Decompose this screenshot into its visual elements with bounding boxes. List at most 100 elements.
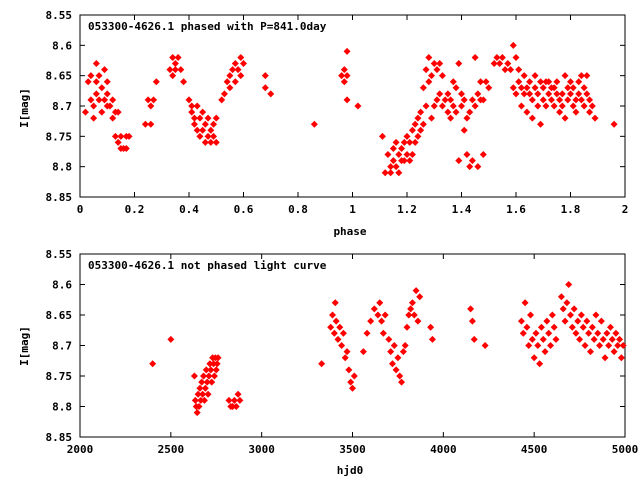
data-point: [532, 329, 540, 337]
data-point: [610, 348, 618, 356]
data-point: [396, 372, 404, 380]
data-point: [144, 96, 152, 104]
data-point: [586, 348, 594, 356]
data-point: [539, 335, 547, 343]
data-point: [203, 378, 211, 386]
data-point: [525, 342, 533, 349]
data-point: [406, 138, 414, 146]
data-point: [199, 108, 207, 116]
data-point: [528, 335, 536, 343]
data-point: [196, 132, 204, 140]
x-tick-label: 0.2: [125, 203, 145, 216]
chart-title: 053300-4626.1 phased with P=841.0day: [88, 20, 327, 33]
data-point: [550, 102, 558, 110]
data-point: [190, 372, 198, 380]
data-point: [95, 72, 103, 80]
data-point: [501, 66, 509, 74]
data-point: [485, 84, 493, 92]
data-point: [208, 378, 216, 386]
data-point: [387, 169, 395, 177]
data-point: [594, 329, 602, 337]
data-point: [531, 84, 539, 92]
data-point: [267, 90, 275, 98]
data-point: [199, 126, 207, 134]
data-point: [345, 366, 353, 374]
data-point: [458, 90, 465, 98]
data-point: [408, 299, 416, 307]
data-point: [349, 384, 356, 392]
data-point: [414, 317, 422, 325]
data-point: [199, 390, 207, 398]
data-point: [411, 138, 419, 146]
data-point: [507, 66, 515, 74]
data-point: [190, 114, 198, 122]
data-point: [528, 96, 536, 104]
data-point: [167, 335, 175, 343]
data-point: [614, 342, 622, 349]
data-point: [619, 342, 627, 349]
data-point: [207, 138, 215, 146]
data-point: [553, 78, 561, 86]
data-point: [531, 72, 539, 80]
data-point: [575, 78, 583, 86]
y-tick-label: 8.75: [46, 370, 73, 383]
data-point: [198, 378, 206, 386]
data-point: [261, 84, 269, 92]
data-point: [509, 84, 517, 92]
data-point: [403, 151, 411, 159]
data-point: [537, 120, 545, 128]
data-point: [496, 60, 504, 68]
data-point: [343, 72, 351, 80]
data-point: [583, 317, 591, 325]
data-point: [612, 329, 620, 337]
unphased-light-curve-panel: 053300-4626.1 not phased light curve hjd…: [18, 248, 638, 477]
data-point: [374, 311, 382, 319]
data-point: [310, 120, 318, 128]
data-point: [550, 84, 558, 92]
data-point: [398, 144, 406, 152]
data-point: [114, 108, 122, 116]
data-point: [468, 157, 476, 165]
data-point: [447, 114, 455, 122]
data-point: [564, 96, 572, 104]
data-point: [218, 96, 226, 104]
data-point: [521, 299, 529, 307]
data-point: [229, 66, 237, 74]
data-point: [152, 78, 160, 86]
data-point: [387, 163, 395, 171]
data-point: [572, 96, 580, 104]
data-point: [185, 96, 193, 104]
data-point: [474, 163, 482, 171]
data-point: [517, 102, 525, 110]
data-point: [534, 90, 542, 98]
data-point: [460, 96, 468, 104]
data-point: [201, 120, 209, 128]
data-point: [617, 354, 625, 362]
data-point: [561, 317, 569, 325]
data-point: [347, 378, 355, 386]
data-point: [606, 323, 614, 331]
data-point: [103, 90, 111, 98]
data-point: [230, 396, 238, 404]
data-point: [591, 114, 599, 122]
data-point: [539, 96, 547, 104]
data-point: [523, 84, 531, 92]
data-point: [412, 287, 420, 295]
data-point: [330, 329, 338, 337]
data-point: [414, 114, 422, 122]
data-point: [490, 60, 498, 68]
x-tick-label: 2500: [158, 443, 185, 456]
data-point: [616, 335, 624, 343]
data-point: [422, 66, 430, 74]
data-point: [92, 60, 100, 68]
x-tick-label: 0.6: [234, 203, 254, 216]
data-point: [92, 78, 100, 86]
data-point: [545, 329, 553, 337]
data-point: [90, 102, 98, 110]
data-point: [389, 157, 397, 165]
data-point: [229, 403, 237, 410]
data-point: [530, 354, 538, 362]
data-point: [463, 114, 471, 122]
data-point: [141, 120, 149, 128]
data-point: [547, 342, 555, 349]
